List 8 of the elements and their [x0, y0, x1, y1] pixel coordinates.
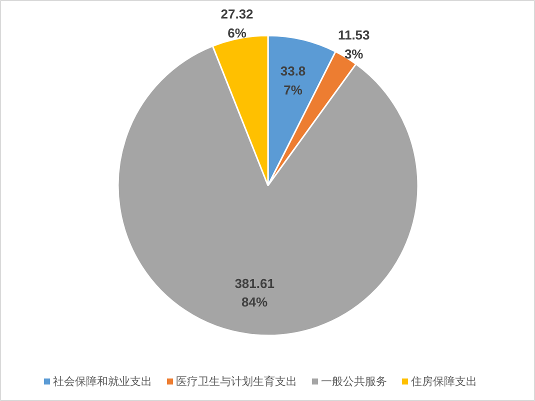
- data-label: 381.61 84%: [234, 276, 274, 310]
- legend-label: 住房保障支出: [411, 375, 477, 388]
- legend-label: 社会保障和就业支出: [53, 375, 152, 388]
- legend-label: 医疗卫生与计划生育支出: [176, 375, 297, 388]
- data-label: 33.8 7%: [280, 64, 306, 98]
- data-label: 27.32 6%: [220, 6, 254, 40]
- legend-label: 一般公共服务: [321, 375, 387, 388]
- data-label: 11.53 3%: [338, 28, 370, 62]
